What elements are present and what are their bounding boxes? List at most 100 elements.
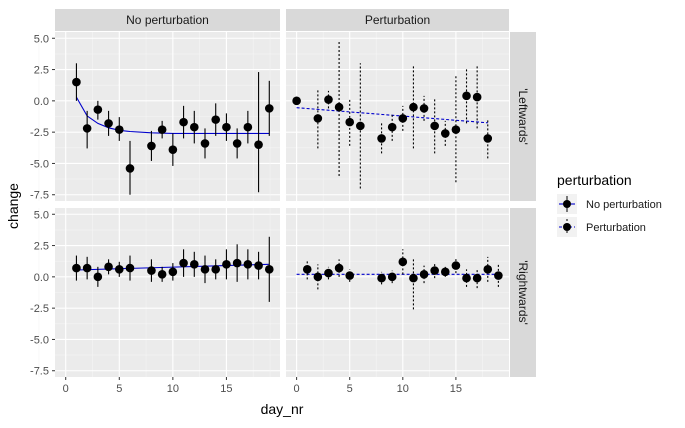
data-point	[313, 272, 323, 282]
data-point	[462, 273, 471, 283]
data-point	[243, 122, 253, 132]
y-tick-label: 5.0	[34, 209, 49, 221]
strips-layer: No perturbation Perturbation 'Leftwards' 'R…	[55, 9, 536, 377]
row-strip-label: 'Rightwards'	[516, 260, 530, 325]
data-point	[472, 273, 482, 283]
data-point	[189, 122, 199, 132]
x-tick-label: 15	[220, 383, 232, 395]
data-point	[232, 258, 242, 268]
data-point	[125, 164, 135, 173]
y-tick-label: 2.5	[34, 241, 49, 253]
data-point	[93, 272, 103, 282]
data-point	[451, 125, 461, 134]
data-point	[222, 260, 231, 269]
panel-1-1	[269, 208, 509, 377]
data-point	[179, 258, 188, 268]
data-point	[211, 265, 221, 274]
data-point	[157, 125, 167, 134]
y-tick-label: -7.5	[30, 190, 49, 202]
x-axis-label: day_nr	[261, 401, 304, 417]
x-tick-label: 0	[294, 383, 300, 395]
data-point	[377, 134, 386, 143]
data-point	[356, 121, 365, 131]
data-point	[104, 119, 113, 128]
data-point	[334, 102, 344, 112]
data-point	[324, 95, 333, 104]
data-point	[189, 260, 199, 269]
legend-key-point	[563, 223, 571, 231]
data-point	[398, 257, 408, 267]
row-strip	[510, 208, 536, 377]
data-point	[264, 265, 274, 274]
data-point	[483, 134, 493, 143]
data-point	[114, 125, 124, 134]
data-point	[313, 114, 323, 123]
y-tick-label: 0.0	[34, 272, 49, 284]
y-tick-label: -2.5	[30, 303, 49, 315]
legend-key-point	[563, 200, 571, 208]
panel-0-1	[269, 32, 509, 201]
y-tick-label: -5.0	[30, 158, 49, 170]
legend-item: No perturbation	[557, 194, 662, 214]
data-point	[292, 96, 301, 106]
legend-title: perturbation	[557, 172, 632, 188]
data-point	[419, 104, 429, 113]
y-tick-label: 2.5	[34, 65, 49, 77]
column-strip	[286, 9, 509, 31]
column-strip-label: No perturbation	[126, 13, 209, 27]
series-1-0	[72, 236, 274, 302]
data-point	[345, 271, 355, 280]
data-point	[398, 114, 408, 123]
data-point	[334, 263, 344, 273]
data-point	[430, 121, 439, 131]
data-point	[409, 102, 418, 112]
data-point	[254, 261, 263, 270]
data-point	[125, 263, 135, 273]
row-strip-label: 'Leftwards'	[516, 88, 530, 145]
data-point	[419, 270, 429, 279]
data-point	[82, 263, 92, 273]
axes-layer: 5.0 2.5 0.0 -2.5 -5.0 -7.5 5.0 2.5 0.0 -2.5 -5.0 -7…	[30, 33, 462, 395]
data-point	[462, 91, 471, 101]
data-point	[494, 271, 503, 280]
x-tick-label: 5	[347, 383, 353, 395]
data-point	[72, 263, 81, 273]
data-point	[72, 77, 81, 87]
y-tick-label: -5.0	[30, 334, 49, 346]
x-tick-label: 15	[450, 383, 462, 395]
data-point	[93, 105, 103, 114]
y-tick-label: 5.0	[34, 33, 49, 45]
data-point	[147, 266, 156, 275]
data-point	[243, 260, 253, 269]
y-axis-label: change	[5, 183, 21, 229]
y-tick-label: 0.0	[34, 96, 49, 108]
series-1-1	[296, 249, 503, 310]
data-point	[472, 92, 482, 102]
column-strip	[55, 9, 280, 31]
data-point	[200, 265, 210, 274]
y-tick-label: -7.5	[30, 366, 49, 378]
data-point	[168, 145, 178, 154]
legend-item-label: Perturbation	[586, 222, 646, 234]
row-strip	[510, 32, 536, 201]
data-point	[232, 139, 242, 148]
data-point	[409, 273, 418, 283]
legend-item-label: No perturbation	[586, 199, 662, 211]
series-0-0	[72, 63, 274, 195]
data-point	[104, 262, 113, 272]
data-point	[168, 267, 178, 277]
y-tick-label: -2.5	[30, 127, 49, 139]
data-point	[324, 268, 333, 278]
data-point	[211, 115, 221, 124]
data-point	[157, 270, 167, 279]
data-point	[264, 104, 274, 113]
data-point	[302, 265, 312, 274]
legend: perturbation No perturbation Perturbation	[557, 172, 662, 237]
data-point	[147, 141, 156, 151]
panel-1-0	[38, 208, 280, 377]
legend-item: Perturbation	[557, 217, 646, 237]
panels-layer	[38, 32, 509, 377]
data-point	[377, 273, 386, 283]
column-strip-label: Perturbation	[365, 13, 430, 27]
